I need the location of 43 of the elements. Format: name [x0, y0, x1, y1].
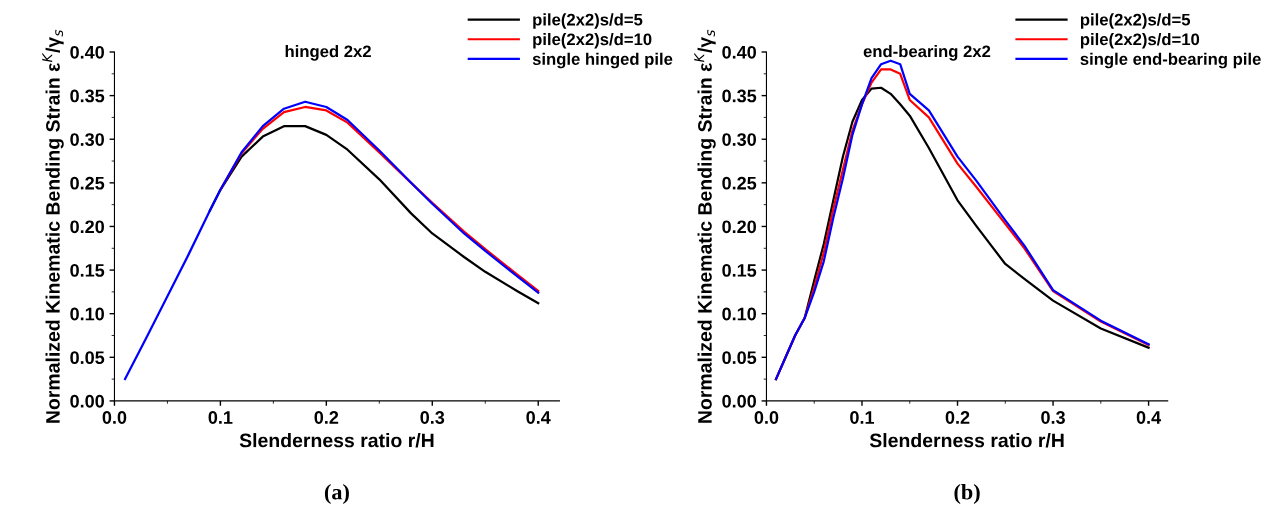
y-tick-label: 0.25 [70, 176, 105, 190]
legend-label: pile(2x2)s/d=5 [533, 13, 643, 29]
legend-label: single end-bearing pile [1080, 52, 1261, 69]
y-tick-label: 0.20 [722, 220, 756, 234]
x-tick-label: 0.3 [1041, 411, 1065, 424]
x-tick-label: 0.1 [850, 411, 875, 424]
y-tick-label: 0.05 [722, 351, 757, 365]
y-axis-title: Normalized Kinematic Bending Strain ε$^{K}$/γ$_{s}$ [694, 29, 716, 423]
y-tick-label: 0.00 [722, 394, 756, 408]
text: (b) [954, 483, 980, 505]
y-tick-label: 0.35 [722, 89, 757, 103]
y-tick-label: 0.10 [70, 307, 104, 321]
y-tick-label: 0.40 [70, 45, 104, 59]
line-series [123, 100, 540, 381]
x-tick-label: 0.0 [754, 411, 779, 424]
y-tick-label: 0.00 [70, 394, 104, 408]
legend-label: pile(2x2)s/d=10 [1080, 33, 1200, 49]
y-tick-label: 0.05 [70, 351, 105, 365]
y-tick-label: 0.15 [70, 264, 105, 277]
y-tick-label: 0.35 [70, 89, 105, 103]
x-tick-label: 0.4 [526, 411, 551, 424]
y-axis-title: Normalized Kinematic Bending Strain ε$^{K}$/γ$_{s}$ [42, 29, 64, 423]
y-tick-label: 0.30 [722, 133, 756, 146]
legend-label: pile(2x2)s/d=5 [1080, 13, 1191, 29]
x-tick-label: 0.2 [945, 411, 970, 424]
legend-label: single hinged pile [532, 52, 673, 69]
x-axis-title: Slenderness ratio r/H [869, 433, 1064, 448]
y-tick-label: 0.30 [70, 133, 104, 146]
x-axis-title: Slenderness ratio r/H [239, 433, 434, 448]
x-tick-label: 0.2 [314, 411, 339, 424]
chart-title: hinged 2x2 [285, 45, 371, 61]
text: (a) [324, 483, 349, 505]
y-tick-label: 0.40 [722, 45, 756, 59]
x-tick-label: 0.4 [1136, 411, 1162, 424]
x-tick-label: 0.1 [208, 411, 233, 424]
legend-label: pile(2x2)s/d=10 [533, 33, 652, 49]
y-tick-label: 0.10 [722, 307, 756, 321]
chart-title: end-bearing 2x2 [863, 45, 991, 61]
x-tick-label: 0.0 [102, 411, 127, 424]
y-tick-label: 0.15 [722, 264, 757, 277]
y-tick-label: 0.20 [70, 220, 104, 234]
x-tick-label: 0.3 [420, 411, 445, 424]
y-tick-label: 0.25 [722, 176, 757, 190]
